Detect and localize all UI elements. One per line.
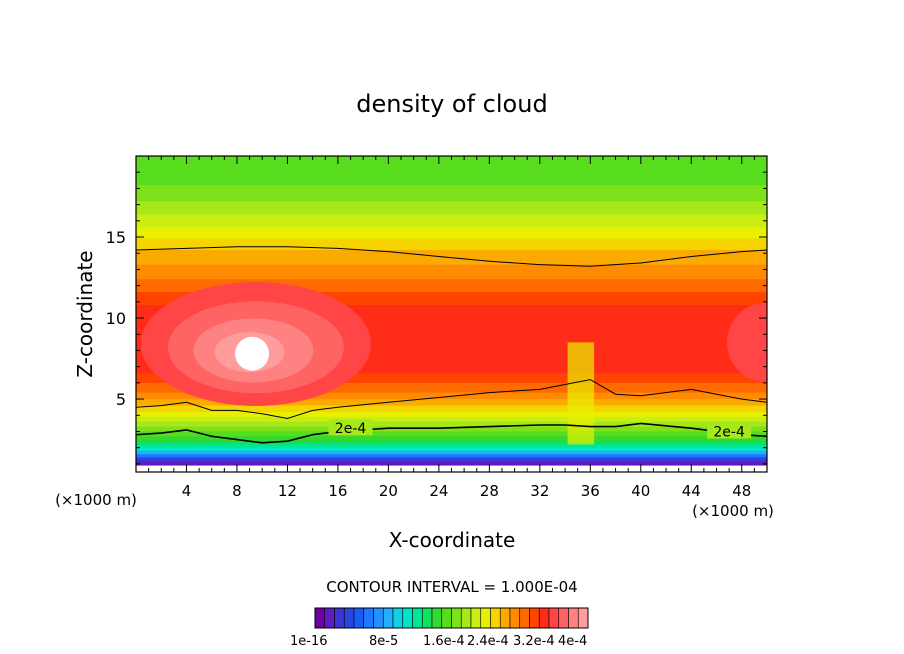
colorbar-swatch (363, 607, 374, 629)
field-band (136, 454, 767, 458)
field-band (136, 238, 767, 251)
colorbar-swatch (324, 607, 335, 629)
x-tick-label: 12 (278, 482, 297, 500)
colorbar-swatch (577, 607, 589, 629)
x-tick-label: 28 (480, 482, 499, 500)
x-tick-label: 48 (732, 482, 751, 500)
field-band (136, 185, 767, 202)
colorbar-swatch (392, 607, 404, 629)
colorbar-labels: 1e-16 8e-5 1.6e-4 2.4e-4 3.2e-4 4e-4 (290, 634, 587, 649)
colorbar-label: 3.2e-4 (513, 634, 555, 649)
colorbar-swatch (451, 607, 462, 629)
x-axis-ticks: 4 8 12 16 20 24 28 32 36 40 44 48 (148, 156, 755, 500)
x-unit-right: (×1000 m) (692, 502, 774, 520)
field-bands (136, 156, 767, 472)
x-tick-label: 20 (379, 482, 398, 500)
field-band (136, 441, 767, 445)
right-core (727, 302, 767, 383)
field-band (136, 431, 767, 437)
field-band (136, 457, 767, 462)
field-band (136, 201, 767, 215)
colorbar-swatch (548, 607, 560, 629)
colorbar-swatch (382, 607, 394, 629)
colorbar-swatch (402, 607, 413, 629)
colorbar-swatch (431, 607, 443, 629)
y-axis-ticks: 5 10 15 (106, 155, 767, 465)
contour-lines: 2e-4 2e-4 (136, 246, 767, 444)
x-tick-label: 16 (328, 482, 347, 500)
field-band (136, 444, 767, 449)
field-band (136, 412, 767, 418)
colorbar-swatch (470, 607, 482, 629)
colorbar-swatch (412, 607, 423, 629)
colorbar-label: 2.4e-4 (467, 634, 509, 649)
x-tick-label: 8 (232, 482, 242, 500)
field-band (136, 426, 767, 432)
contour-label: 2e-4 (713, 424, 745, 440)
colorbar-swatch (519, 607, 530, 629)
colorbar-swatch (314, 607, 326, 629)
core-peak (235, 336, 270, 371)
contour-interval-text: CONTOUR INTERVAL = 1.000E-04 (326, 578, 577, 596)
colorbar-swatch (343, 607, 355, 629)
colorbar-swatch (441, 607, 452, 629)
colorbar-swatch (558, 607, 569, 629)
contour-label-bg (328, 419, 373, 436)
colorbar-label: 4e-4 (558, 634, 587, 649)
contour-line (136, 246, 767, 267)
colorbar-frame (314, 607, 589, 629)
x-tick-label: 32 (530, 482, 549, 500)
field-band (136, 436, 767, 442)
colorbar-swatch (334, 607, 345, 629)
x-unit-left: (×1000 m) (55, 491, 137, 509)
y-tick-label: 10 (106, 309, 126, 328)
colorbar-swatch (460, 607, 472, 629)
field-band (136, 373, 767, 384)
x-tick-label: 44 (682, 482, 701, 500)
field-band (136, 405, 767, 413)
y-tick-label: 15 (106, 228, 126, 247)
colorbar-label: 1.6e-4 (423, 634, 465, 649)
field-band (136, 421, 767, 428)
colorbar-swatch (353, 607, 365, 629)
colorbar-swatch (499, 607, 511, 629)
chart-title: density of cloud (356, 90, 547, 118)
field-band (136, 214, 767, 228)
colorbar-swatch (509, 607, 521, 629)
colorbar-label: 8e-5 (369, 634, 398, 649)
field-band (136, 460, 767, 466)
colorbar-swatch (421, 607, 433, 629)
contour-line (136, 422, 767, 444)
x-tick-label: 24 (429, 482, 448, 500)
field-band (136, 399, 767, 407)
color-field (136, 156, 767, 472)
colorbar-swatch (490, 607, 501, 629)
colorbar-swatch (568, 607, 579, 629)
x-tick-label: 40 (631, 482, 650, 500)
column-disturbance (567, 342, 595, 445)
field-band (136, 447, 767, 452)
field-band (136, 416, 767, 423)
contour-label: 2e-4 (335, 421, 367, 437)
field-band (136, 382, 767, 394)
x-tick-label: 36 (581, 482, 600, 500)
colorbar (314, 607, 589, 629)
y-axis-label: Z-coordinate (73, 250, 97, 377)
colorbar-swatch (373, 607, 384, 629)
field-band (136, 156, 767, 186)
colorbar-swatch (538, 607, 550, 629)
colorbar-swatch (529, 607, 540, 629)
contour-label-bg (707, 422, 752, 439)
x-axis-label: X-coordinate (389, 528, 516, 552)
contour-line (136, 379, 767, 420)
field-band (136, 264, 767, 280)
colorbar-label: 1e-16 (290, 634, 328, 649)
colorbar-swatch (480, 607, 491, 629)
y-tick-label: 5 (116, 390, 126, 409)
field-band (136, 450, 767, 455)
field-band (136, 227, 767, 240)
x-tick-label: 4 (182, 482, 192, 500)
